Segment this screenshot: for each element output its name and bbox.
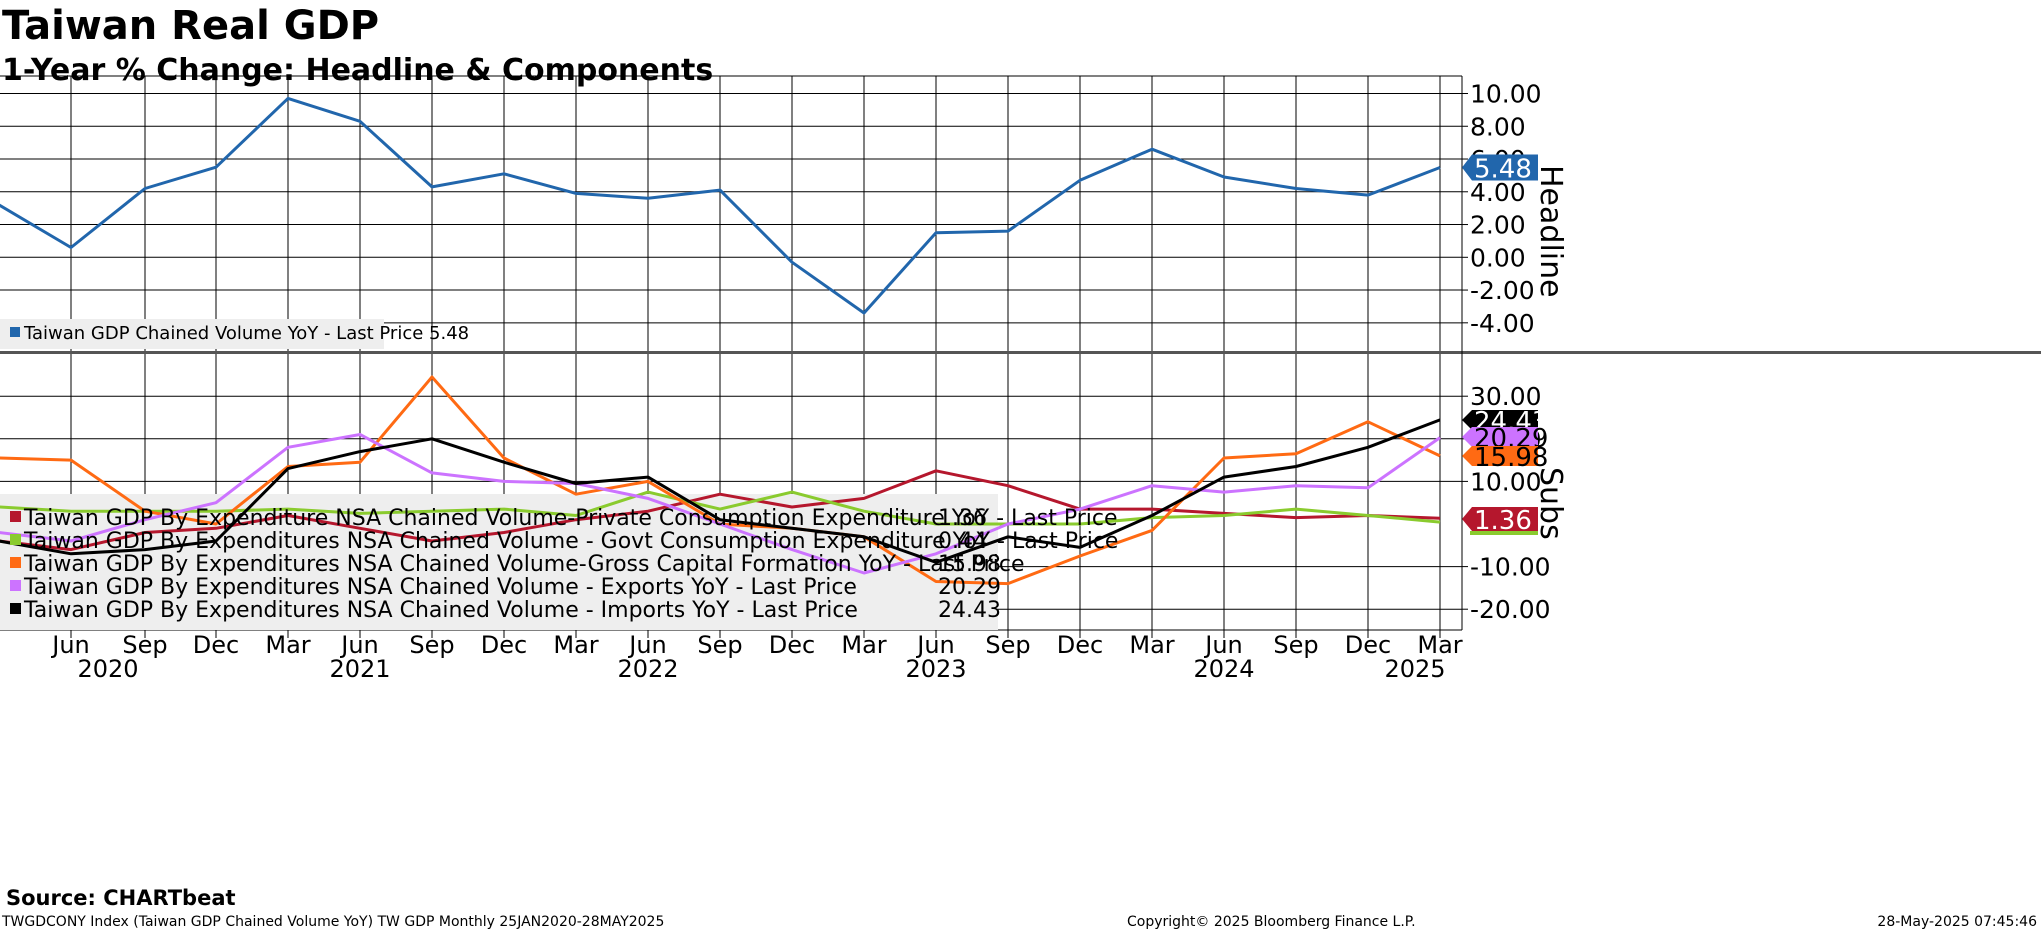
x-tick-label: Sep [409, 631, 454, 659]
x-tick-label: Mar [265, 631, 310, 659]
x-tick-label: Jun [915, 631, 955, 659]
x-tick-label: Dec [481, 631, 527, 659]
chart-subtitle: 1-Year % Change: Headline & Components [2, 53, 714, 88]
subs-legend-text-4: Taiwan GDP By Expenditures NSA Chained V… [23, 598, 858, 623]
headline-legend-swatch [10, 327, 20, 337]
subs-last-value-tag-1 [1470, 531, 1538, 535]
x-year-label: 2020 [77, 655, 138, 683]
y-tick-label: -20.00 [1470, 595, 1551, 624]
y-tick-label: 4.00 [1470, 178, 1526, 207]
subs-last-value-tag-2-shape [1462, 446, 1538, 466]
x-tick-label: Mar [1129, 631, 1174, 659]
subs-legend-text-1: Taiwan GDP By Expenditures NSA Chained V… [23, 529, 1118, 554]
headline-legend-bg [0, 319, 384, 349]
x-tick-label: Mar [841, 631, 886, 659]
headline-last-value-tag-label: 5.48 [1474, 155, 1532, 185]
subs-last-value-tag-2-label: 15.98 [1474, 443, 1548, 473]
x-tick-label: Sep [697, 631, 742, 659]
x-tick-label: Dec [193, 631, 239, 659]
timestamp: 28-May-2025 07:45:46 [1877, 914, 2037, 930]
subs-legend-swatch-2 [10, 557, 21, 568]
x-year-label: 2022 [617, 655, 678, 683]
y-tick-label: 0.00 [1470, 243, 1526, 272]
subs-axis-title: Subs [1533, 467, 1568, 540]
y-tick-label: 10.00 [1470, 80, 1542, 109]
subs-legend-swatch-0 [10, 511, 21, 522]
subs-last-value-tag-2: 15.98 [1462, 443, 1548, 473]
subs-legend-swatch-3 [10, 580, 21, 591]
subs-last-value-tag-3-shape [1462, 427, 1538, 447]
y-tick-label: 2.00 [1470, 211, 1526, 240]
x-tick-label: Jun [339, 631, 379, 659]
headline-axis-title: Headline [1533, 165, 1568, 298]
x-year-label: 2021 [329, 655, 390, 683]
chart-title: Taiwan Real GDP [2, 3, 380, 49]
subs-series-line-1 [0, 490, 1441, 526]
subs-last-value-tag-0-shape [1462, 507, 1538, 531]
subs-legend-swatch-1 [10, 534, 21, 545]
subs-legend-value-4: 24.43 [938, 598, 1001, 623]
x-tick-label: Mar [1417, 631, 1462, 659]
subs-legend-value-2: 15.98 [938, 552, 1001, 577]
x-tick-label: Dec [1057, 631, 1103, 659]
subs-legend-text-0: Taiwan GDP By Expenditure NSA Chained Vo… [23, 506, 1118, 531]
x-tick-label: Sep [122, 631, 167, 659]
headline-legend-text: Taiwan GDP Chained Volume YoY - Last Pri… [23, 323, 469, 344]
subs-legend-text-2: Taiwan GDP By Expenditures NSA Chained V… [23, 552, 1024, 577]
subs-series-line-4 [0, 418, 1441, 564]
x-year-label: 2025 [1384, 655, 1445, 683]
subs-series-line-0 [0, 469, 1441, 552]
subs-legend-swatch-4 [10, 603, 21, 614]
index-info: TWGDCONY Index (Taiwan GDP Chained Volum… [2, 914, 665, 930]
subs-legend-text-3: Taiwan GDP By Expenditures NSA Chained V… [23, 575, 857, 600]
subs-legend-value-0: 1.36 [938, 506, 987, 531]
headline-last-value-tag-shape [1462, 154, 1538, 181]
y-tick-label: 30.00 [1470, 382, 1542, 411]
y-tick-label: -10.00 [1470, 553, 1551, 582]
y-tick-label: 8.00 [1470, 112, 1526, 141]
panel-separator [0, 351, 2041, 354]
y-tick-label: -2.00 [1470, 276, 1535, 305]
x-tick-label: Mar [553, 631, 598, 659]
x-tick-label: Dec [1345, 631, 1391, 659]
x-year-label: 2023 [905, 655, 966, 683]
subs-legend-value-1: 0.44 [938, 529, 987, 554]
x-tick-label: Jun [1203, 631, 1243, 659]
x-tick-label: Jun [627, 631, 667, 659]
x-tick-label: Sep [1273, 631, 1318, 659]
x-tick-label: Sep [985, 631, 1030, 659]
source-label: Source: CHARTbeat [6, 886, 236, 910]
x-year-label: 2024 [1193, 655, 1254, 683]
y-tick-label: -4.00 [1470, 309, 1535, 338]
y-tick-label: 10.00 [1470, 467, 1542, 496]
headline-last-value-tag: 5.48 [1462, 154, 1538, 185]
chart-canvas: 10.008.006.004.002.000.00-2.00-4.0030.00… [0, 75, 2041, 683]
x-tick-label: Dec [769, 631, 815, 659]
x-tick-label: Jun [50, 631, 90, 659]
headline-series-line-0 [0, 96, 1441, 315]
subs-legend-value-3: 20.29 [938, 575, 1001, 600]
subs-last-value-tag-4-shape [1462, 410, 1538, 430]
copyright: Copyright© 2025 Bloomberg Finance L.P. [1127, 914, 1416, 930]
